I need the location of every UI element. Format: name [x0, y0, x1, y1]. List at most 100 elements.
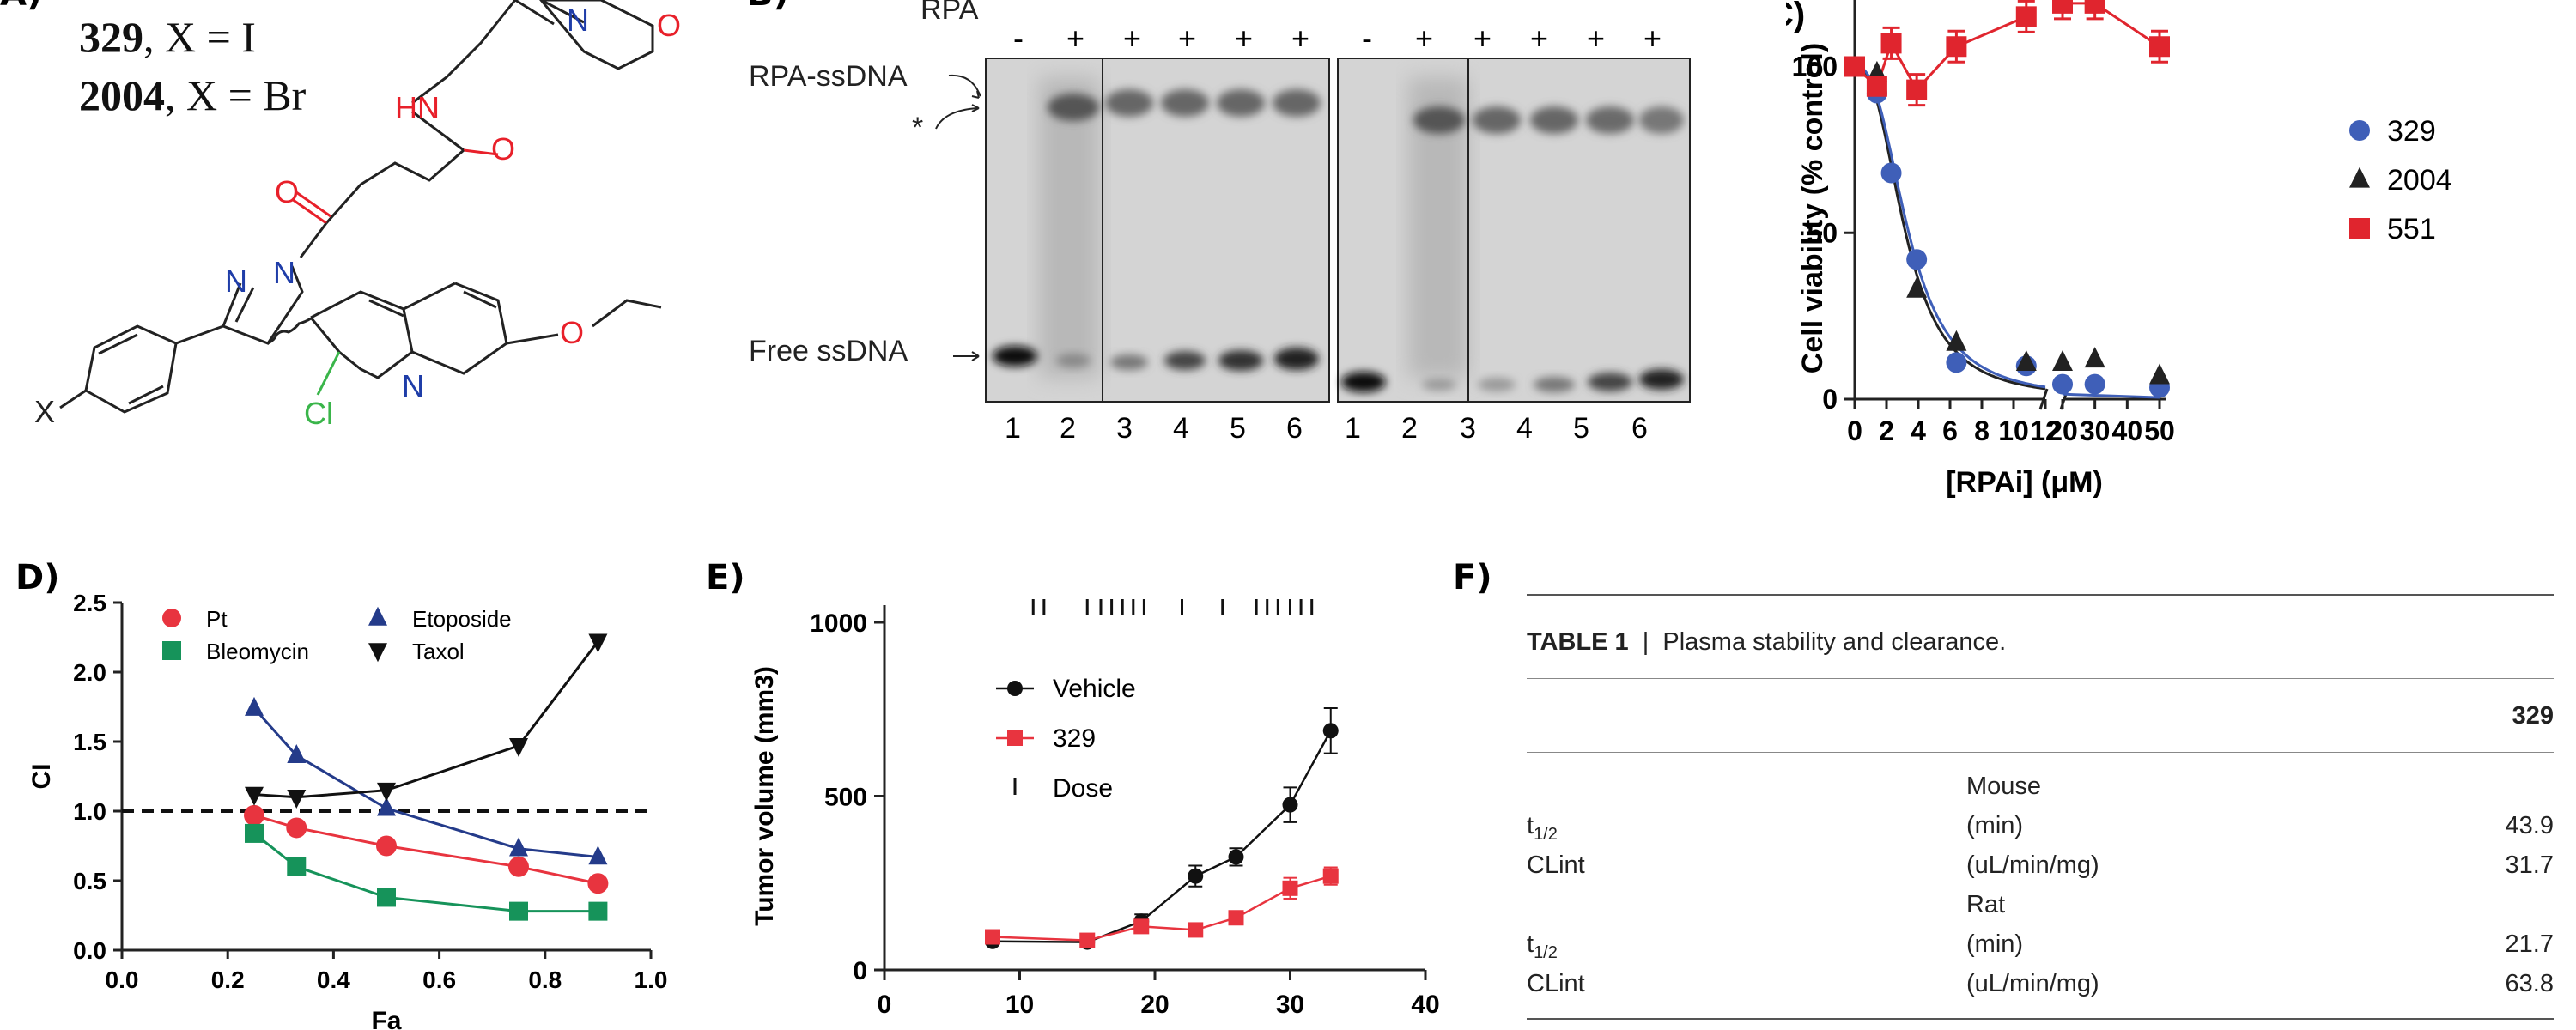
table-unit: (min): [1966, 812, 2024, 839]
atom-o-amide: O: [491, 131, 515, 167]
lane-number: 5: [1573, 412, 1589, 445]
table-param: t1/2: [1527, 930, 1558, 963]
point-551: [1866, 76, 1887, 97]
atom-n2: N: [273, 255, 295, 290]
table-value: 43.9: [2505, 812, 2554, 839]
atom-n-quinoline: N: [402, 368, 424, 403]
atom-o-morpholine: O: [657, 8, 681, 43]
atom-x: X: [34, 394, 55, 429]
point-Etoposide: [245, 696, 264, 716]
point-329: [1282, 880, 1298, 896]
table-value: 31.7: [2505, 851, 2554, 879]
y-tick-label: 1000: [810, 609, 867, 638]
point-Pt: [376, 835, 397, 857]
y-tick-label: 0.0: [73, 937, 106, 964]
point-329: [1906, 249, 1928, 270]
y-axis-label: Cell viability (% control): [1796, 43, 1829, 373]
table-species: Rat: [1966, 891, 2006, 918]
x-tick-label: 0.0: [106, 966, 139, 993]
param-main: t: [1527, 930, 1534, 958]
lane-number: 1: [1345, 412, 1361, 445]
legend-marker-Vehicle: [1007, 681, 1023, 696]
point-Etoposide: [588, 845, 608, 865]
atom-o-ether: O: [560, 315, 584, 350]
point-2004: [1946, 330, 1967, 351]
point-551: [1946, 36, 1967, 58]
x-tick-label: 20: [2047, 415, 2078, 446]
x-tick-label: 40: [2112, 415, 2143, 446]
table-top-rule: [1527, 594, 2554, 596]
sign: +: [1473, 21, 1492, 56]
legend-label-Pt: Pt: [206, 606, 228, 632]
table-caption: TABLE 1 | Plasma stability and clearance…: [1527, 628, 2006, 657]
legend-marker-Pt: [162, 609, 181, 627]
table-value: 63.8: [2505, 970, 2554, 997]
point-Pt: [244, 804, 264, 826]
band-label-free-ssdna: Free ssDNA: [749, 335, 908, 367]
y-axis-label: Tumor volume (mm3): [750, 666, 779, 926]
lane-number: 3: [1116, 412, 1133, 445]
point-2004: [2149, 363, 2170, 385]
compound-id: 2004: [79, 71, 165, 119]
fit-curve-329: [1855, 65, 2046, 389]
point-Vehicle: [1228, 849, 1244, 865]
x-tick-label: 50: [2144, 415, 2175, 446]
chemical-structure: N O HN O O N N X Cl N O: [34, 0, 681, 431]
table-bottom-rule: [1527, 1018, 2554, 1020]
point-Pt: [286, 817, 307, 839]
compound-2004-label: 2004, X = Br: [79, 71, 307, 119]
point-Etoposide: [509, 837, 528, 857]
legend-label-Etoposide: Etoposide: [412, 606, 512, 632]
y-tick-label: 2.5: [73, 590, 106, 616]
point-Etoposide: [287, 744, 307, 763]
rpa-row-label: RPA: [920, 0, 979, 26]
gel-2: [1337, 58, 1691, 403]
sign-row-2: - + + + + +: [1362, 21, 1722, 56]
sign: -: [1362, 21, 1372, 56]
x-tick-label: 1.0: [635, 966, 668, 993]
compound-x: X = Br: [186, 71, 307, 119]
point-2004: [1906, 276, 1928, 298]
panel-a-label: A): [0, 0, 42, 14]
point-Taxol: [245, 786, 264, 806]
lane-number: 3: [1460, 412, 1476, 445]
y-tick-label: 1.5: [73, 729, 106, 755]
table-caption-sep: |: [1642, 628, 1649, 656]
point-329: [1322, 868, 1339, 884]
series-line-329: [992, 875, 1332, 942]
chart-e: 0 500 1000 0 10 20 30 40 Tumor volume (mm3) Vehic…: [750, 599, 1440, 1019]
sign: +: [1643, 21, 1662, 56]
point-Bleomycin: [377, 888, 396, 907]
legend-label-329: 329: [2387, 115, 2436, 148]
x-tick-label: 0.2: [211, 966, 245, 993]
x-tick-label: 10: [1998, 415, 2029, 446]
atom-hn: HN: [395, 90, 440, 125]
table-unit: (min): [1966, 930, 2024, 958]
legend-marker-329: [1007, 730, 1023, 746]
point-Taxol: [588, 633, 608, 653]
lane-number: 4: [1173, 412, 1189, 445]
series-line-Etoposide: [252, 707, 598, 858]
sign: -: [1013, 21, 1024, 56]
point-551: [1844, 56, 1865, 77]
x-tick-label: 30: [2080, 415, 2111, 446]
lane-number: 6: [1631, 412, 1648, 445]
legend-label-2004: 2004: [2387, 164, 2452, 197]
point-Bleomycin: [588, 901, 608, 921]
point-2004: [2084, 347, 2105, 368]
legend-label-Bleomycin: Bleomycin: [206, 639, 309, 664]
legend-marker-551: [2349, 218, 2370, 239]
compound-329-label: 329, X = I: [79, 13, 256, 61]
point-551: [2084, 0, 2105, 14]
point-329: [1079, 932, 1096, 948]
table-species: Mouse: [1966, 772, 2042, 800]
y-tick-label: 1.0: [73, 798, 106, 825]
sign: +: [1587, 21, 1606, 56]
point-Taxol: [377, 782, 396, 802]
sign: +: [1530, 21, 1549, 56]
sign-row-1: - + + + + +: [1013, 21, 1700, 56]
point-Vehicle: [1188, 868, 1204, 884]
param-sub: 1/2: [1534, 942, 1558, 962]
legend-marker-Taxol: [368, 643, 387, 663]
